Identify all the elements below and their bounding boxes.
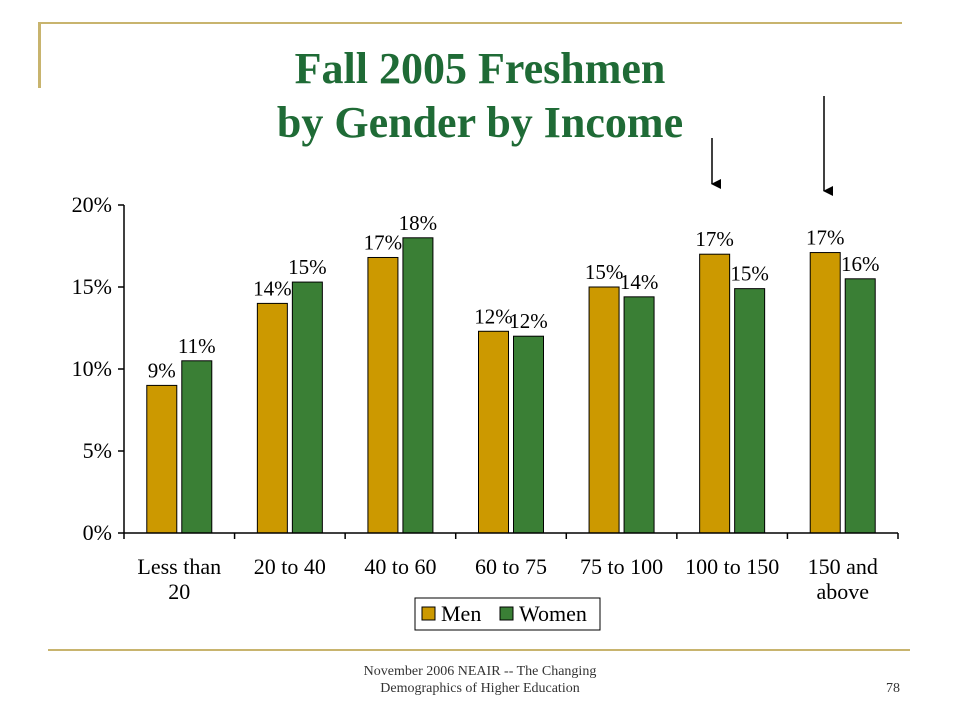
category-label: 40 to 60 (364, 554, 436, 579)
x-axis: Less than 20 20 to 40 40 to 60 60 to 75 75 to… (123, 532, 899, 604)
y-tick-label: 10% (72, 356, 112, 381)
bar-women (181, 360, 213, 534)
legend-label-women: Women (519, 601, 587, 626)
slide-title-line-1: Fall 2005 Freshmen (294, 44, 666, 93)
data-label-women: 15% (730, 262, 769, 286)
footer-line-1: November 2006 NEAIR -- The Changing (363, 664, 597, 679)
y-tick-label: 15% (72, 274, 112, 299)
category-label: 150 and above (808, 554, 878, 604)
data-label-men: 9% (148, 358, 176, 382)
category-label: 20 to 40 (254, 554, 326, 579)
data-label-women: 15% (288, 255, 327, 279)
bar-men (699, 253, 731, 534)
bar-women (734, 288, 766, 534)
footer-line-2: Demographics of Higher Education (380, 681, 580, 696)
data-label-women: 11% (178, 334, 216, 358)
legend-swatch-men (421, 606, 436, 621)
bar-women (623, 296, 655, 534)
bar-men (809, 252, 841, 534)
bar-men (146, 384, 178, 534)
bar-men (478, 330, 509, 534)
data-label-women: 12% (509, 309, 548, 333)
slide-title-line-2: by Gender by Income (276, 98, 684, 147)
top-rule (40, 22, 902, 24)
data-label-men: 15% (585, 260, 624, 284)
bar-women (291, 281, 323, 534)
y-axis: 0% 5% 10% 15% 20% (72, 192, 125, 545)
bar-women (513, 335, 544, 534)
category-label: Less than 20 (137, 554, 221, 604)
bottom-rule (48, 649, 910, 651)
data-label-men: 17% (364, 230, 403, 254)
y-tick-label: 0% (83, 520, 112, 545)
page-number: 78 (886, 681, 900, 696)
bar-men (256, 302, 288, 534)
bar-women (844, 278, 876, 534)
bar-women (402, 237, 434, 534)
data-label-women: 14% (620, 270, 659, 294)
category-label: 100 to 150 (685, 554, 779, 579)
legend-label-men: Men (441, 601, 481, 626)
legend: Men Women (414, 597, 601, 631)
category-label: 75 to 100 (580, 554, 663, 579)
data-label-women: 18% (399, 211, 438, 235)
data-label-men: 17% (806, 226, 845, 250)
data-label-women: 16% (841, 252, 880, 276)
data-label-men: 12% (474, 304, 513, 328)
bar-men (367, 256, 399, 534)
y-tick-label: 5% (83, 438, 112, 463)
annotation-arrows (711, 96, 833, 196)
data-label-men: 17% (695, 227, 734, 251)
bar-men (588, 286, 620, 534)
footer: November 2006 NEAIR -- The Changing Demo… (300, 663, 660, 697)
y-tick-label: 20% (72, 192, 112, 217)
legend-swatch-women (499, 606, 514, 621)
bars: 9%11%14%15%17%18%12%12%15%14%17%15%17%16… (146, 211, 880, 534)
left-rule (38, 22, 41, 88)
slide-title: Fall 2005 Freshmen by Gender by Income (60, 42, 900, 150)
data-label-men: 14% (253, 276, 292, 300)
category-label: 60 to 75 (475, 554, 547, 579)
